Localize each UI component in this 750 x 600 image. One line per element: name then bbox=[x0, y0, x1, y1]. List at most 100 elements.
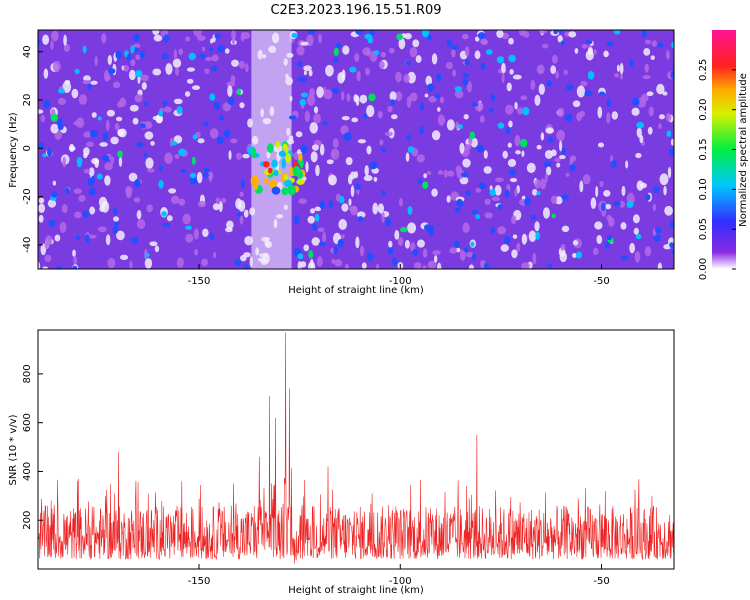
heatmap-cell bbox=[412, 39, 420, 48]
heatmap-cell bbox=[347, 174, 353, 185]
heatmap-cell bbox=[559, 140, 563, 152]
heatmap-cell bbox=[264, 177, 269, 185]
heatmap-cell bbox=[465, 190, 471, 196]
heatmap-cell bbox=[637, 97, 647, 108]
heatmap-cell bbox=[528, 230, 537, 242]
heatmap-cell bbox=[496, 56, 505, 64]
heatmap-cell bbox=[104, 175, 111, 186]
heatmap-cell bbox=[476, 144, 484, 153]
heatmap-cell bbox=[102, 132, 108, 141]
heatmap-cell bbox=[403, 73, 410, 83]
heatmap-cell bbox=[534, 94, 541, 106]
heatmap-cell bbox=[176, 257, 185, 268]
heatmap-cell bbox=[475, 214, 481, 220]
spectrogram-y-tick-label: 20 bbox=[22, 94, 33, 107]
heatmap-cell bbox=[363, 175, 373, 182]
heatmap-cell bbox=[332, 87, 340, 94]
heatmap-cell bbox=[646, 91, 654, 97]
heatmap-cell bbox=[576, 112, 583, 122]
heatmap-cell bbox=[629, 59, 634, 67]
heatmap-cell bbox=[433, 255, 438, 263]
heatmap-cell bbox=[387, 247, 394, 255]
heatmap-cell bbox=[635, 233, 642, 240]
heatmap-cell bbox=[98, 196, 108, 208]
heatmap-cell bbox=[186, 67, 196, 72]
heatmap-cell bbox=[152, 30, 160, 36]
heatmap-cell bbox=[117, 101, 123, 108]
heatmap-cell bbox=[226, 81, 235, 88]
heatmap-cell bbox=[238, 200, 246, 212]
heatmap-cell bbox=[158, 109, 163, 117]
heatmap-cell bbox=[173, 98, 183, 105]
heatmap-cell bbox=[216, 136, 224, 144]
heatmap-cell bbox=[315, 164, 320, 177]
heatmap-cell bbox=[197, 200, 206, 208]
heatmap-cell bbox=[50, 113, 58, 123]
heatmap-cell bbox=[466, 81, 472, 93]
heatmap-cell bbox=[349, 66, 357, 73]
heatmap-cell bbox=[647, 126, 653, 135]
heatmap-cell bbox=[56, 265, 63, 269]
heatmap-cell bbox=[147, 168, 155, 173]
heatmap-cell bbox=[120, 254, 129, 261]
heatmap-cell bbox=[636, 180, 644, 191]
heatmap-cell bbox=[357, 139, 367, 144]
colorbar-tick-label: 0.10 bbox=[698, 178, 709, 200]
heatmap-cell bbox=[511, 215, 517, 225]
heatmap-cell bbox=[417, 178, 423, 184]
heatmap-cell bbox=[514, 188, 518, 197]
snr-y-tick-label: 800 bbox=[22, 364, 33, 383]
heatmap-cell bbox=[364, 33, 373, 40]
heatmap-cell bbox=[113, 221, 120, 226]
heatmap-cell bbox=[559, 155, 566, 160]
heatmap-cell bbox=[334, 259, 343, 267]
heatmap-cell bbox=[471, 209, 479, 215]
heatmap-cell bbox=[519, 138, 528, 148]
heatmap-cell bbox=[351, 117, 359, 123]
heatmap-cell bbox=[663, 185, 667, 196]
spectrogram-x-tick-label: -50 bbox=[593, 276, 609, 287]
heatmap-cell bbox=[213, 101, 221, 110]
heatmap-cell bbox=[477, 32, 486, 40]
heatmap-cell bbox=[117, 150, 123, 158]
heatmap-cell bbox=[610, 160, 617, 169]
heatmap-cell bbox=[502, 150, 508, 159]
heatmap-cell bbox=[345, 156, 353, 166]
heatmap-cell bbox=[426, 170, 432, 176]
heatmap-cell bbox=[44, 254, 52, 263]
heatmap-cell bbox=[398, 38, 406, 50]
heatmap-cell bbox=[541, 43, 549, 49]
heatmap-cell bbox=[604, 241, 610, 249]
heatmap-cell bbox=[656, 83, 665, 95]
heatmap-cell bbox=[168, 188, 177, 194]
heatmap-cell bbox=[422, 248, 428, 259]
heatmap-cell bbox=[536, 144, 542, 150]
heatmap-cell bbox=[557, 30, 564, 34]
heatmap-cell bbox=[42, 266, 49, 269]
heatmap-cell bbox=[59, 221, 67, 233]
heatmap-cell bbox=[318, 241, 326, 246]
heatmap-cell bbox=[51, 191, 58, 198]
heatmap-cell bbox=[240, 179, 245, 189]
heatmap-cell bbox=[608, 217, 615, 228]
heatmap-cell bbox=[494, 177, 504, 183]
heatmap-cell bbox=[451, 44, 458, 50]
heatmap-cell bbox=[514, 101, 518, 110]
heatmap-cell bbox=[340, 125, 349, 135]
snr-x-ticks: -150 -100 -50 bbox=[188, 564, 610, 587]
heatmap-cell bbox=[536, 64, 545, 75]
heatmap-cell bbox=[632, 214, 640, 224]
heatmap-cell bbox=[52, 60, 61, 73]
heatmap-cell bbox=[297, 253, 304, 260]
heatmap-cell bbox=[201, 46, 206, 52]
heatmap-cell bbox=[42, 34, 50, 45]
heatmap-cell bbox=[307, 215, 315, 224]
heatmap-cell bbox=[434, 93, 441, 99]
heatmap-cell bbox=[667, 166, 672, 179]
snr-y-tick-label: 400 bbox=[22, 462, 33, 481]
heatmap-cell bbox=[485, 49, 493, 55]
heatmap-cell bbox=[446, 39, 452, 47]
heatmap-cell bbox=[461, 33, 469, 40]
heatmap-cell bbox=[478, 182, 487, 190]
heatmap-cell bbox=[407, 146, 415, 153]
